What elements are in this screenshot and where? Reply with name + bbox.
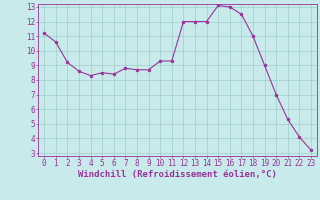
X-axis label: Windchill (Refroidissement éolien,°C): Windchill (Refroidissement éolien,°C) — [78, 170, 277, 179]
